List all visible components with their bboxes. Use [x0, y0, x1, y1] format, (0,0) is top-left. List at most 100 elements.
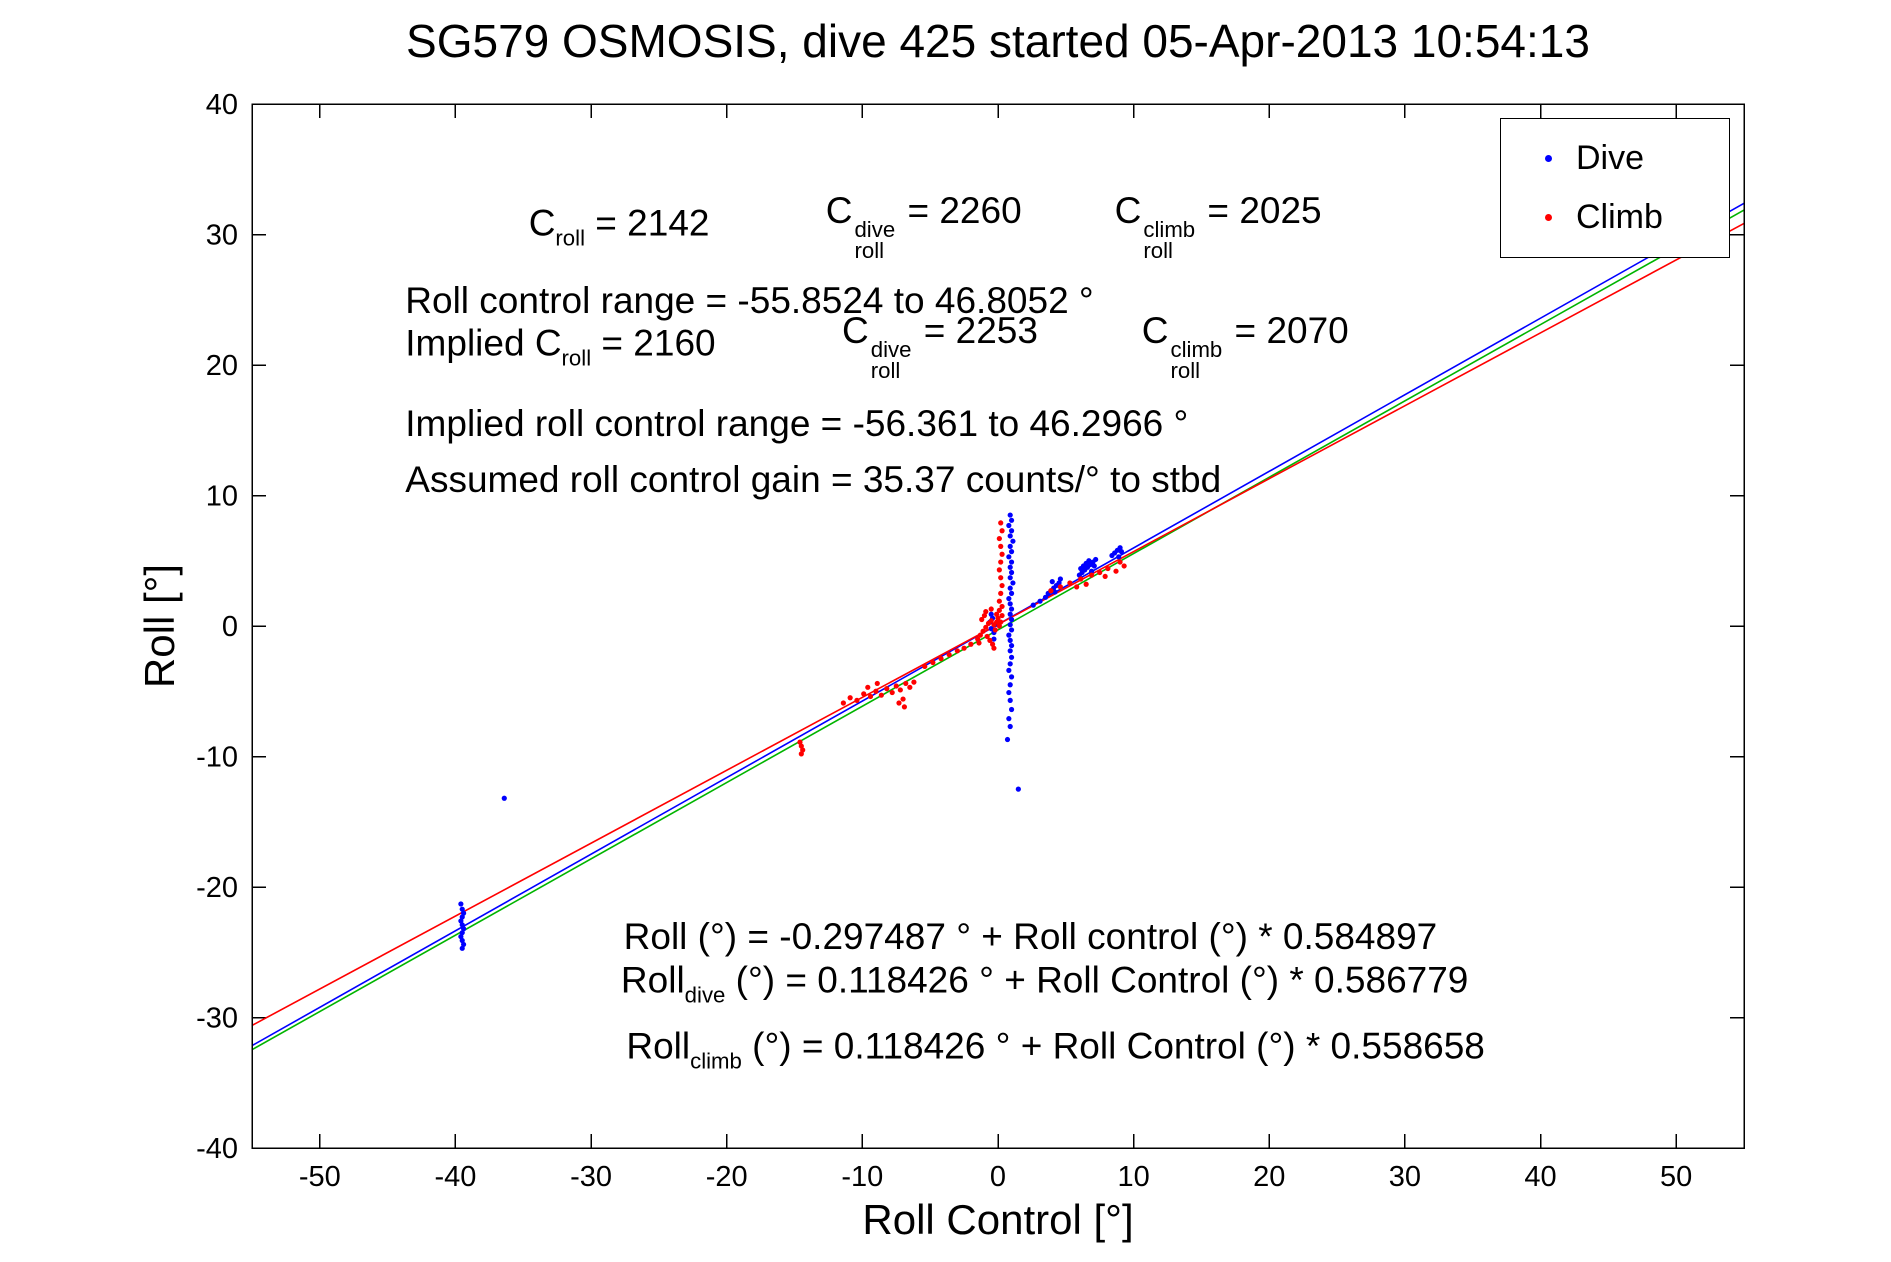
data-point-climb	[999, 603, 1005, 610]
annotation-eq-climb: Rollclimb (°) = 0.118426 ° + Roll Contro…	[626, 1025, 1485, 1074]
x-tick-label: -40	[434, 1161, 476, 1193]
data-point-climb	[1048, 588, 1054, 594]
data-point-dive	[1006, 716, 1012, 722]
climb-marker-icon	[1545, 214, 1552, 221]
data-point-dive	[1006, 522, 1012, 529]
data-point-dive	[1008, 674, 1015, 680]
data-point-climb	[897, 687, 903, 693]
data-point-dive	[1007, 611, 1013, 617]
annotation-assumed-gain: Assumed roll control gain = 35.37 counts…	[405, 458, 1222, 500]
data-point-climb	[1105, 565, 1111, 572]
data-point-climb	[797, 739, 803, 745]
fit-line-combined	[251, 209, 1745, 1051]
chart-title: SG579 OSMOSIS, dive 425 started 05-Apr-2…	[406, 15, 1590, 67]
data-point-dive	[459, 937, 465, 944]
data-point-climb	[1078, 576, 1084, 582]
data-point-dive	[1007, 697, 1013, 703]
data-point-climb	[980, 628, 986, 634]
data-point-dive	[1008, 706, 1015, 713]
data-point-climb	[999, 528, 1005, 534]
x-tick-label: 0	[990, 1161, 1006, 1193]
legend: Dive Climb	[1500, 118, 1730, 258]
data-point-dive	[1078, 565, 1084, 572]
data-point-climb	[987, 637, 993, 643]
data-point-climb	[999, 551, 1005, 557]
data-point-dive	[988, 611, 994, 617]
data-point-dive	[1008, 517, 1015, 523]
data-point-climb	[979, 616, 985, 623]
data-point-climb	[983, 624, 989, 630]
data-point-dive	[458, 933, 464, 940]
data-point-dive	[1088, 568, 1095, 574]
data-point-climb	[1088, 572, 1095, 578]
data-point-climb	[930, 659, 936, 666]
data-point-dive	[1117, 545, 1123, 551]
data-point-climb	[1097, 569, 1103, 576]
data-point-dive	[1010, 538, 1016, 544]
data-point-dive	[1007, 723, 1013, 730]
data-point-dive	[1015, 786, 1021, 792]
data-point-climb	[992, 627, 998, 633]
data-point-climb	[922, 663, 928, 670]
supsub-stack: dive roll	[870, 336, 912, 384]
data-point-dive	[458, 901, 464, 907]
data-point-climb	[981, 612, 988, 619]
data-point-dive	[1007, 575, 1013, 581]
data-point-climb	[988, 606, 994, 612]
data-point-climb	[996, 535, 1002, 542]
data-point-dive	[1007, 585, 1013, 591]
y-tick-label: -40	[196, 1133, 238, 1165]
data-point-dive	[1008, 642, 1015, 649]
x-tick-label: -50	[299, 1161, 341, 1193]
data-point-dive	[1007, 622, 1013, 628]
legend-entry-dive: Dive	[1527, 139, 1729, 178]
data-point-climb	[800, 747, 806, 753]
supsub-stack: climb roll	[1143, 216, 1196, 263]
data-point-climb	[946, 652, 952, 658]
x-tick-label: -20	[706, 1161, 748, 1193]
data-point-dive	[460, 910, 467, 916]
data-point-dive	[459, 914, 465, 920]
supsub-stack: dive roll	[854, 216, 896, 263]
data-point-climb	[798, 743, 804, 749]
data-point-dive	[1116, 554, 1122, 560]
x-tick-label: 30	[1389, 1161, 1421, 1193]
y-tick-label: 0	[222, 611, 238, 643]
data-point-dive	[459, 906, 465, 912]
data-point-climb	[1074, 584, 1080, 590]
data-point-climb	[865, 684, 871, 690]
annotation-eq-combined: Roll (°) = -0.297487 ° + Roll control (°…	[623, 915, 1438, 957]
data-point-climb	[903, 680, 909, 687]
data-point-climb	[994, 619, 1000, 625]
data-point-climb	[884, 686, 890, 692]
data-point-dive	[1008, 654, 1015, 660]
data-point-climb	[874, 680, 880, 687]
data-point-climb	[991, 645, 997, 651]
data-point-dive	[1007, 661, 1013, 667]
data-point-dive	[1118, 549, 1125, 555]
dive-marker-icon	[1545, 155, 1552, 162]
data-point-dive	[459, 922, 465, 928]
data-point-climb	[798, 751, 804, 757]
data-point-climb	[938, 656, 944, 662]
data-point-climb	[954, 648, 960, 654]
x-tick-label: 10	[1118, 1161, 1150, 1193]
annotation-c-roll: Croll = 2142	[528, 202, 710, 251]
x-axis-label: Roll Control [°]	[862, 1196, 1134, 1243]
data-point-climb	[900, 696, 906, 702]
data-point-climb	[847, 695, 853, 701]
y-tick-label: 40	[206, 89, 238, 121]
data-point-climb	[873, 688, 879, 694]
data-point-climb	[889, 689, 895, 696]
y-tick-label: -10	[196, 742, 238, 774]
data-point-dive	[1007, 601, 1013, 607]
data-point-dive	[1008, 549, 1015, 555]
data-point-dive	[1042, 594, 1049, 600]
data-point-climb	[911, 679, 917, 685]
x-tick-label: -30	[570, 1161, 612, 1193]
data-point-dive	[1006, 595, 1012, 602]
y-tick-label: -30	[196, 1003, 238, 1035]
